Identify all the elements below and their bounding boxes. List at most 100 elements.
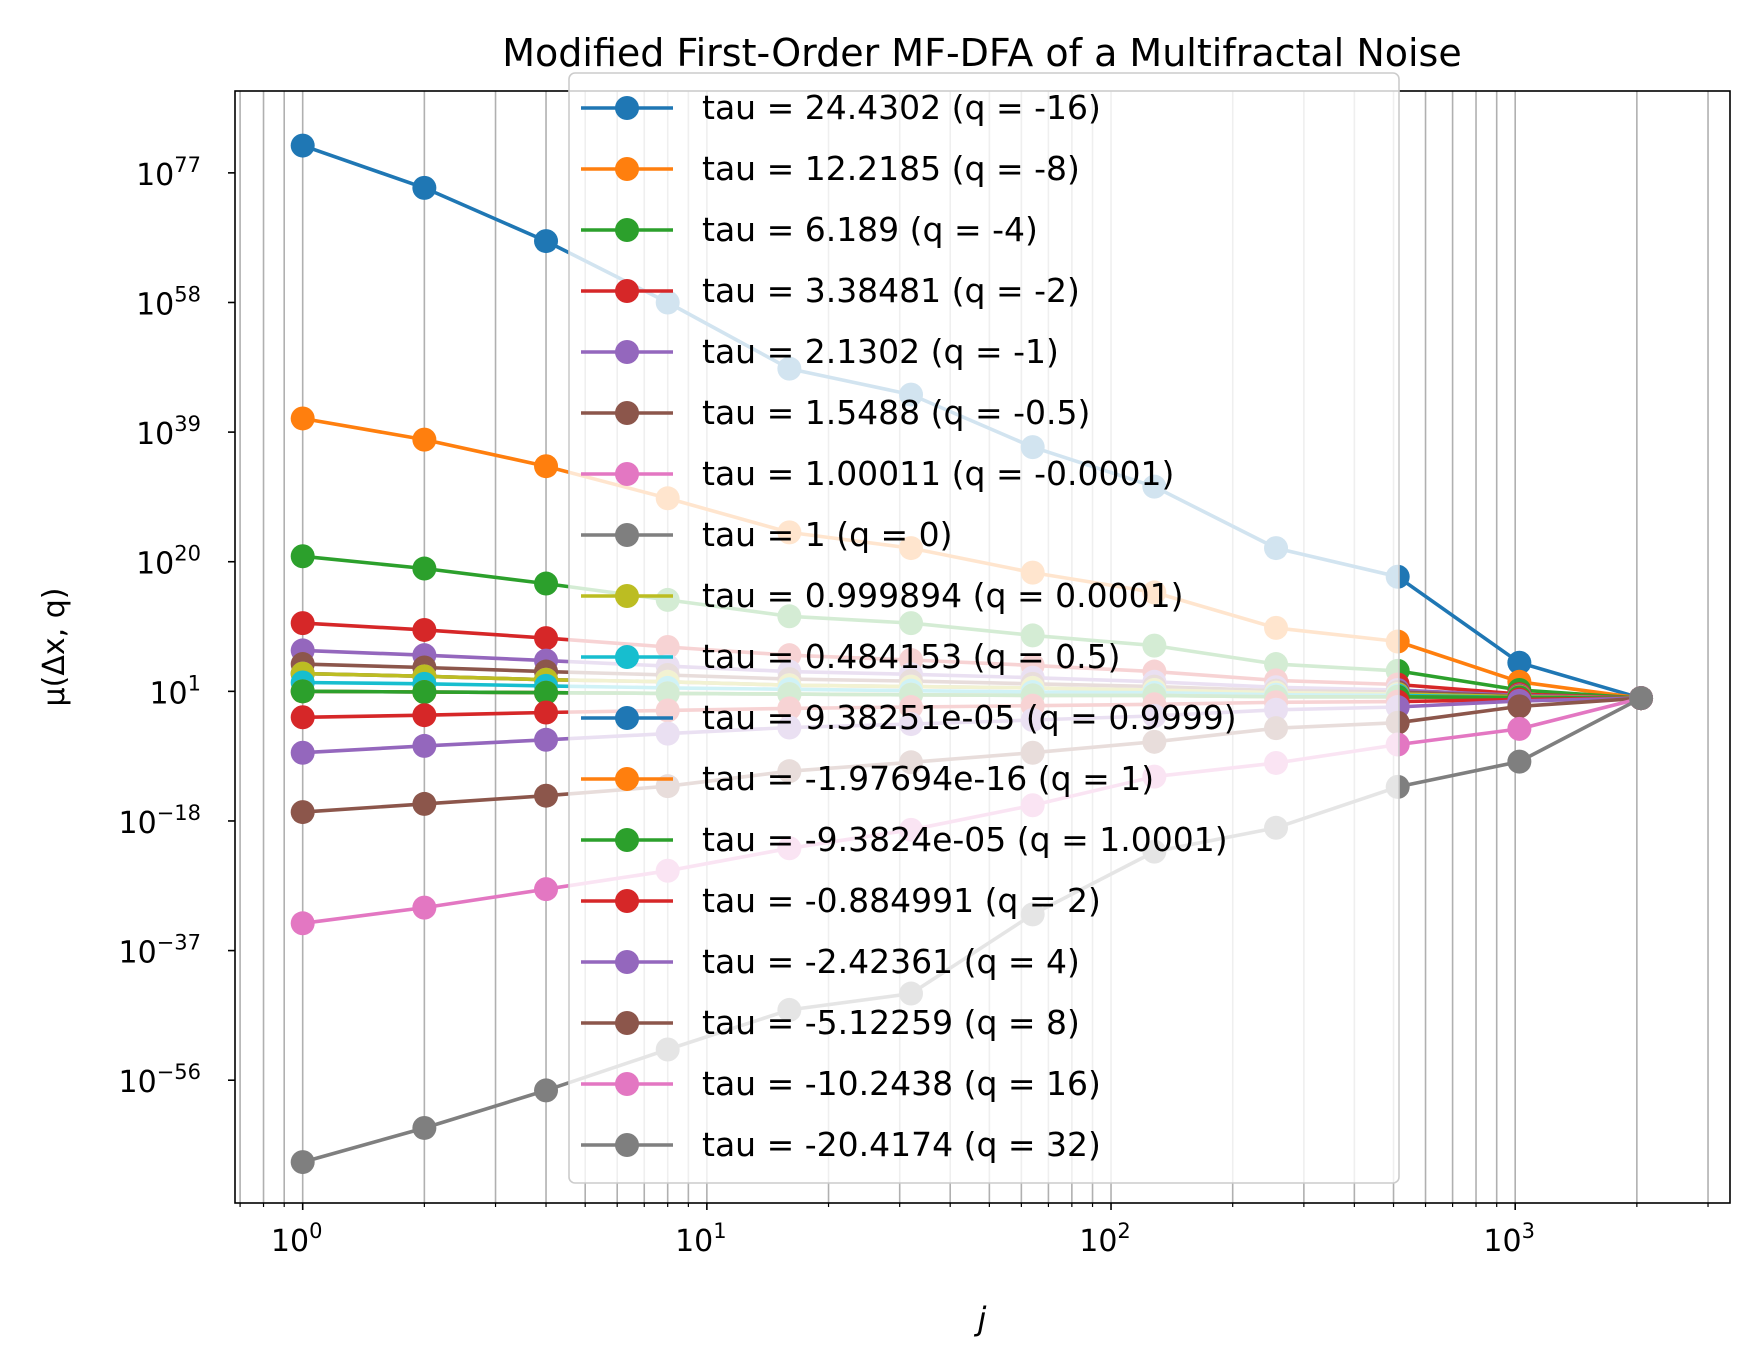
legend-marker <box>615 279 639 303</box>
legend-label: tau = -1.97694e-16 (q = 1) <box>702 759 1154 798</box>
legend-item: tau = 12.2185 (q = -8) <box>581 149 1080 188</box>
y-tick-label-base: 10 <box>136 417 174 452</box>
legend-label: tau = 0.999894 (q = 0.0001) <box>702 576 1183 615</box>
data-point <box>290 800 315 825</box>
x-tick-label-exponent: 2 <box>1117 1219 1130 1243</box>
y-tick-label-base: 10 <box>118 1065 156 1100</box>
legend-item: tau = 9.38251e-05 (q = 0.9999) <box>581 698 1237 737</box>
legend-marker <box>615 889 639 913</box>
legend-label: tau = 12.2185 (q = -8) <box>702 149 1080 188</box>
x-tick-label-base: 10 <box>271 1224 309 1259</box>
data-point <box>290 406 315 431</box>
x-tick-label-exponent: 0 <box>309 1219 322 1243</box>
legend-item: tau = -0.884991 (q = 2) <box>581 881 1101 920</box>
legend-marker <box>615 462 639 486</box>
data-point <box>534 700 559 725</box>
y-tick-label: 1039 <box>136 412 201 452</box>
data-point <box>412 791 437 816</box>
legend-label: tau = -5.12259 (q = 8) <box>702 1003 1080 1042</box>
data-point <box>1507 650 1532 675</box>
data-point <box>1507 694 1532 719</box>
x-axis-label: j <box>974 1300 987 1338</box>
legend-item: tau = -1.97694e-16 (q = 1) <box>581 759 1154 798</box>
data-point <box>1507 716 1532 741</box>
data-point <box>534 727 559 752</box>
legend-item: tau = 1.00011 (q = -0.0001) <box>581 454 1174 493</box>
legend-item: tau = 0.999894 (q = 0.0001) <box>581 576 1183 615</box>
legend-item: tau = 0.484153 (q = 0.5) <box>581 637 1120 676</box>
legend-item: tau = -2.42361 (q = 4) <box>581 942 1080 981</box>
legend-label: tau = 3.38481 (q = -2) <box>702 271 1080 310</box>
y-tick-label-base: 10 <box>149 676 187 711</box>
data-point <box>534 680 559 705</box>
data-point <box>412 556 437 581</box>
y-tick-label-exponent: 39 <box>174 412 201 436</box>
legend-marker <box>615 1072 639 1096</box>
y-tick-label-exponent: 1 <box>188 671 201 695</box>
y-tick-label-exponent: 20 <box>174 542 201 566</box>
legend-label: tau = -2.42361 (q = 4) <box>702 942 1080 981</box>
y-tick-label: 1020 <box>136 542 201 582</box>
x-tick-label-base: 10 <box>675 1224 713 1259</box>
data-point <box>1629 686 1654 711</box>
data-point <box>290 705 315 730</box>
y-tick-label: 10−18 <box>118 801 201 841</box>
x-tick-label: 101 <box>675 1219 727 1259</box>
legend-label: tau = 6.189 (q = -4) <box>702 210 1038 249</box>
legend-label: tau = 2.1302 (q = -1) <box>702 332 1059 371</box>
legend-item: tau = 3.38481 (q = -2) <box>581 271 1080 310</box>
y-tick-label: 10−56 <box>118 1060 201 1100</box>
y-tick-label-base: 10 <box>136 158 174 193</box>
legend-marker <box>615 1011 639 1035</box>
data-point <box>412 680 437 705</box>
y-tick-label-base: 10 <box>118 936 156 971</box>
y-tick-label: 10−37 <box>118 931 201 971</box>
legend-item: tau = -9.3824e-05 (q = 1.0001) <box>581 820 1228 859</box>
data-point <box>534 454 559 479</box>
legend-label: tau = 1 (q = 0) <box>702 515 953 554</box>
legend-item: tau = -20.4174 (q = 32) <box>581 1125 1101 1164</box>
data-point <box>290 1150 315 1175</box>
legend-marker <box>615 1133 639 1157</box>
data-point <box>412 617 437 642</box>
legend-marker <box>615 950 639 974</box>
legend-marker <box>615 218 639 242</box>
legend-marker <box>615 157 639 181</box>
data-point <box>534 1078 559 1103</box>
y-tick-label-exponent: −18 <box>157 801 201 825</box>
data-point <box>534 571 559 596</box>
data-point <box>534 783 559 808</box>
data-point <box>290 544 315 569</box>
x-tick-label-base: 10 <box>1079 1224 1117 1259</box>
legend-box <box>568 72 1400 1184</box>
data-point <box>412 703 437 728</box>
y-tick-label: 1077 <box>136 153 201 193</box>
data-point <box>534 877 559 902</box>
x-tick-label-exponent: 1 <box>713 1219 726 1243</box>
data-point <box>290 133 315 158</box>
axes: 100 101 102 103107710581039102010110−1810−3… <box>118 153 1709 1259</box>
legend-label: tau = 1.5488 (q = -0.5) <box>702 393 1090 432</box>
x-tick-label: 100 <box>271 1219 323 1259</box>
x-tick-label: 103 <box>1483 1219 1535 1259</box>
legend-item: tau = 1.5488 (q = -0.5) <box>581 393 1090 432</box>
data-point <box>290 611 315 636</box>
data-point <box>412 175 437 200</box>
legend-marker <box>615 340 639 364</box>
legend-marker <box>615 523 639 547</box>
legend-label: tau = -10.2438 (q = 16) <box>702 1064 1101 1103</box>
y-tick-label-exponent: 77 <box>174 153 201 177</box>
x-tick-label: 102 <box>1079 1219 1131 1259</box>
y-tick-label-base: 10 <box>136 287 174 322</box>
legend-marker <box>615 401 639 425</box>
legend-item: tau = 1 (q = 0) <box>581 515 953 554</box>
data-point <box>412 1115 437 1140</box>
x-tick-label-base: 10 <box>1483 1224 1521 1259</box>
legend-label: tau = -0.884991 (q = 2) <box>702 881 1101 920</box>
legend-label: tau = 0.484153 (q = 0.5) <box>702 637 1120 676</box>
legend-marker <box>615 645 639 669</box>
legend-item: tau = 2.1302 (q = -1) <box>581 332 1059 371</box>
data-point <box>1507 749 1532 774</box>
data-point <box>290 679 315 704</box>
